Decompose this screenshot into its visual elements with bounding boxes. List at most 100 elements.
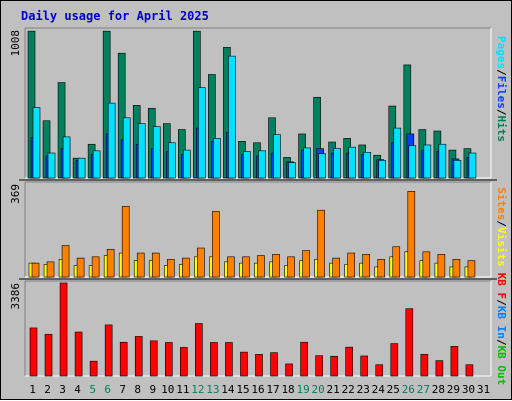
- legend-sites-visits-item: Sites: [495, 187, 508, 220]
- sites-bar: [91, 256, 100, 278]
- day-label: 4: [74, 383, 81, 396]
- day-label: 8: [134, 383, 141, 396]
- sites-bar: [227, 256, 235, 278]
- day-label: 7: [119, 383, 126, 396]
- pages-bar: [122, 117, 131, 179]
- pages-bar: [258, 150, 266, 179]
- kbf-bar: [315, 355, 323, 377]
- pages-bar: [378, 160, 387, 179]
- kbf-bar: [195, 323, 203, 377]
- sites-bar: [392, 246, 401, 278]
- kbf-bar: [59, 282, 68, 377]
- day-label: 28: [432, 383, 445, 396]
- pages-bar: [92, 150, 101, 179]
- sites-bar: [437, 254, 446, 278]
- pages-bar: [453, 160, 462, 179]
- sites-bar: [347, 252, 355, 278]
- legend-kb-item: /: [495, 339, 508, 346]
- pages-bar: [318, 153, 326, 179]
- day-label: 25: [387, 383, 400, 396]
- panel-1-max-label: 1008: [9, 30, 22, 57]
- day-label: 26: [402, 383, 415, 396]
- sites-bar: [377, 259, 386, 278]
- legend-hits-files-pages: Pages/Files/Hits: [495, 36, 508, 142]
- pages-bar: [62, 136, 71, 179]
- pages-bar: [303, 147, 311, 179]
- day-label: 19: [296, 383, 309, 396]
- kbf-bar: [119, 341, 128, 377]
- day-label: 24: [372, 383, 386, 396]
- sites-bar: [31, 262, 40, 278]
- pages-bar: [408, 145, 417, 179]
- day-label: 10: [161, 383, 174, 396]
- panel-2-max-label: 369: [9, 184, 22, 204]
- kbf-bar: [225, 342, 233, 377]
- kbf-bar: [405, 308, 414, 377]
- sites-bar: [197, 247, 205, 278]
- pages-bar: [438, 143, 447, 179]
- kbf-bar: [89, 360, 98, 377]
- sites-bar: [76, 257, 85, 278]
- sites-bar: [362, 254, 371, 278]
- day-label: 21: [327, 383, 340, 396]
- sites-bar: [317, 209, 325, 278]
- legend-kb: KB F/KB In/KB Out: [495, 273, 508, 386]
- pages-bar: [32, 107, 41, 179]
- day-label: 3: [59, 383, 66, 396]
- kbf-bar: [270, 352, 278, 377]
- sites-bar: [136, 252, 145, 278]
- day-label: 2: [44, 383, 51, 396]
- legend-kb-item: /: [495, 299, 508, 306]
- pages-bar: [198, 87, 206, 179]
- pages-bar: [348, 146, 356, 179]
- pages-bar: [468, 152, 477, 179]
- sites-bar: [287, 256, 295, 278]
- pages-bar: [273, 134, 281, 179]
- pages-bar: [243, 151, 251, 179]
- legend-sites-visits-item: /: [495, 220, 508, 227]
- pages-bar: [107, 102, 116, 179]
- day-label: 9: [149, 383, 156, 396]
- chart-title: Daily usage for April 2025: [21, 9, 209, 23]
- kbf-bar: [300, 341, 308, 377]
- pages-bar: [183, 149, 191, 179]
- pages-bar: [213, 138, 221, 179]
- sites-bar: [46, 261, 55, 278]
- day-label: 30: [462, 383, 475, 396]
- day-label: 12: [191, 383, 204, 396]
- legend-hits-files-pages-item: /: [495, 109, 508, 116]
- day-label: 1: [29, 383, 36, 396]
- sites-bar: [302, 250, 310, 278]
- day-label: 23: [357, 383, 370, 396]
- sites-bar: [407, 191, 416, 278]
- kbf-bar: [134, 336, 143, 377]
- legend-kb-item: KB Out: [495, 346, 508, 386]
- kbf-bar: [435, 360, 444, 377]
- pages-bar: [137, 123, 146, 179]
- sites-bar: [61, 245, 70, 278]
- legend-hits-files-pages-item: Pages: [495, 36, 508, 69]
- day-label: 11: [176, 383, 189, 396]
- panel-3-max-label: 3386: [9, 283, 22, 310]
- day-label: 17: [266, 383, 279, 396]
- sites-bar: [257, 255, 265, 278]
- pages-bar: [228, 55, 236, 179]
- kbf-bar: [29, 327, 38, 377]
- kbf-bar: [104, 324, 113, 377]
- sites-bar: [106, 248, 115, 278]
- kbf-bar: [180, 347, 188, 377]
- day-label: 15: [236, 383, 249, 396]
- kbf-bar: [44, 333, 53, 377]
- pages-bar: [288, 162, 296, 179]
- sites-bar: [467, 260, 476, 278]
- pages-bar: [77, 157, 86, 179]
- day-label: 13: [206, 383, 219, 396]
- pages-bar: [47, 152, 56, 179]
- day-label: 6: [104, 383, 111, 396]
- pages-bar: [423, 144, 432, 179]
- day-label: 16: [251, 383, 264, 396]
- sites-bar: [166, 259, 175, 278]
- kbf-bar: [420, 354, 429, 377]
- kbf-bar: [390, 343, 399, 377]
